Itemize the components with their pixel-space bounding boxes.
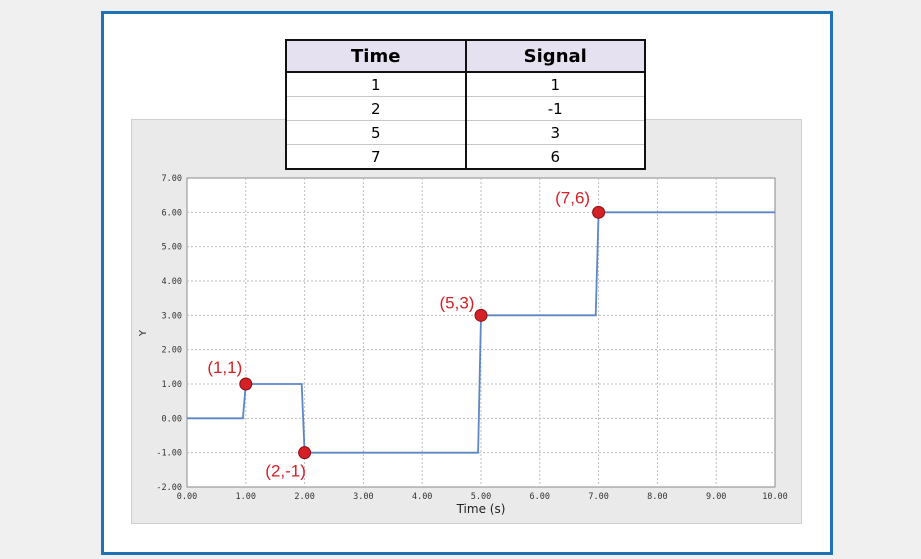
x-tick-label: 1.00 <box>236 492 256 502</box>
y-tick-labels: -2.00 -1.00 0.00 1.00 2.00 3.00 4.00 5.00 6.00 7.… <box>156 174 182 493</box>
table-cell-signal: -1 <box>465 96 645 121</box>
data-point-marker <box>298 446 312 460</box>
table-row: 5 3 <box>286 120 645 145</box>
points-layer: (1,1) (2,-1) (5,3) (7,6) <box>207 188 606 481</box>
y-tick-label: -2.00 <box>156 483 182 493</box>
x-tick-label: 9.00 <box>706 492 726 502</box>
x-tick-label: 5.00 <box>471 492 491 502</box>
data-point-marker <box>592 205 606 219</box>
data-point-label: (2,-1) <box>265 462 306 481</box>
x-tick-label: 10.00 <box>762 492 788 502</box>
data-point-marker <box>474 308 488 322</box>
x-tick-label: 2.00 <box>294 492 314 502</box>
y-tick-label: 5.00 <box>162 243 182 253</box>
y-tick-label: -1.00 <box>156 449 182 459</box>
x-tick-label: 0.00 <box>177 492 197 502</box>
table-cell-time: 7 <box>286 144 467 169</box>
table-cell-signal: 1 <box>465 72 645 97</box>
y-tick-label: 6.00 <box>162 208 182 218</box>
table-row: 1 1 <box>286 72 645 97</box>
table-cell-signal: 3 <box>465 120 645 145</box>
x-tick-label: 7.00 <box>588 492 608 502</box>
series-line <box>187 211 775 454</box>
table-header-row: Time Signal <box>286 40 645 73</box>
y-tick-label: 0.00 <box>162 414 182 424</box>
data-point-label: (1,1) <box>207 358 242 377</box>
table-header-time: Time <box>286 40 467 73</box>
y-axis-label: Y <box>138 329 149 337</box>
table-header-signal: Signal <box>465 40 645 73</box>
y-tick-label: 7.00 <box>162 174 182 184</box>
y-tick-label: 1.00 <box>162 380 182 390</box>
data-point-label: (5,3) <box>440 293 475 312</box>
x-tick-label: 6.00 <box>530 492 550 502</box>
table-cell-signal: 6 <box>550 147 561 166</box>
x-axis-label: Time (s) <box>456 502 506 516</box>
table-cell-time: 1 <box>286 72 467 97</box>
table-cell-time: 5 <box>286 120 467 145</box>
series-layer <box>187 211 775 454</box>
x-tick-label: 4.00 <box>412 492 432 502</box>
y-tick-label: 4.00 <box>162 277 182 287</box>
table-cell-time: 2 <box>286 96 467 121</box>
x-tick-label: 3.00 <box>353 492 373 502</box>
y-tick-label: 3.00 <box>162 311 182 321</box>
table-row: 7 6 <box>286 144 645 169</box>
data-point-marker <box>239 377 253 391</box>
x-tick-label: 8.00 <box>647 492 667 502</box>
y-tick-label: 2.00 <box>162 346 182 356</box>
data-table: Time Signal 1 1 2 -1 5 3 7 6 <box>285 39 646 170</box>
data-point-label: (7,6) <box>555 188 590 207</box>
x-tick-labels: 0.00 1.00 2.00 3.00 4.00 5.00 6.00 7.00 8.00 9.00… <box>177 492 788 502</box>
table-row: 2 -1 <box>286 96 645 121</box>
